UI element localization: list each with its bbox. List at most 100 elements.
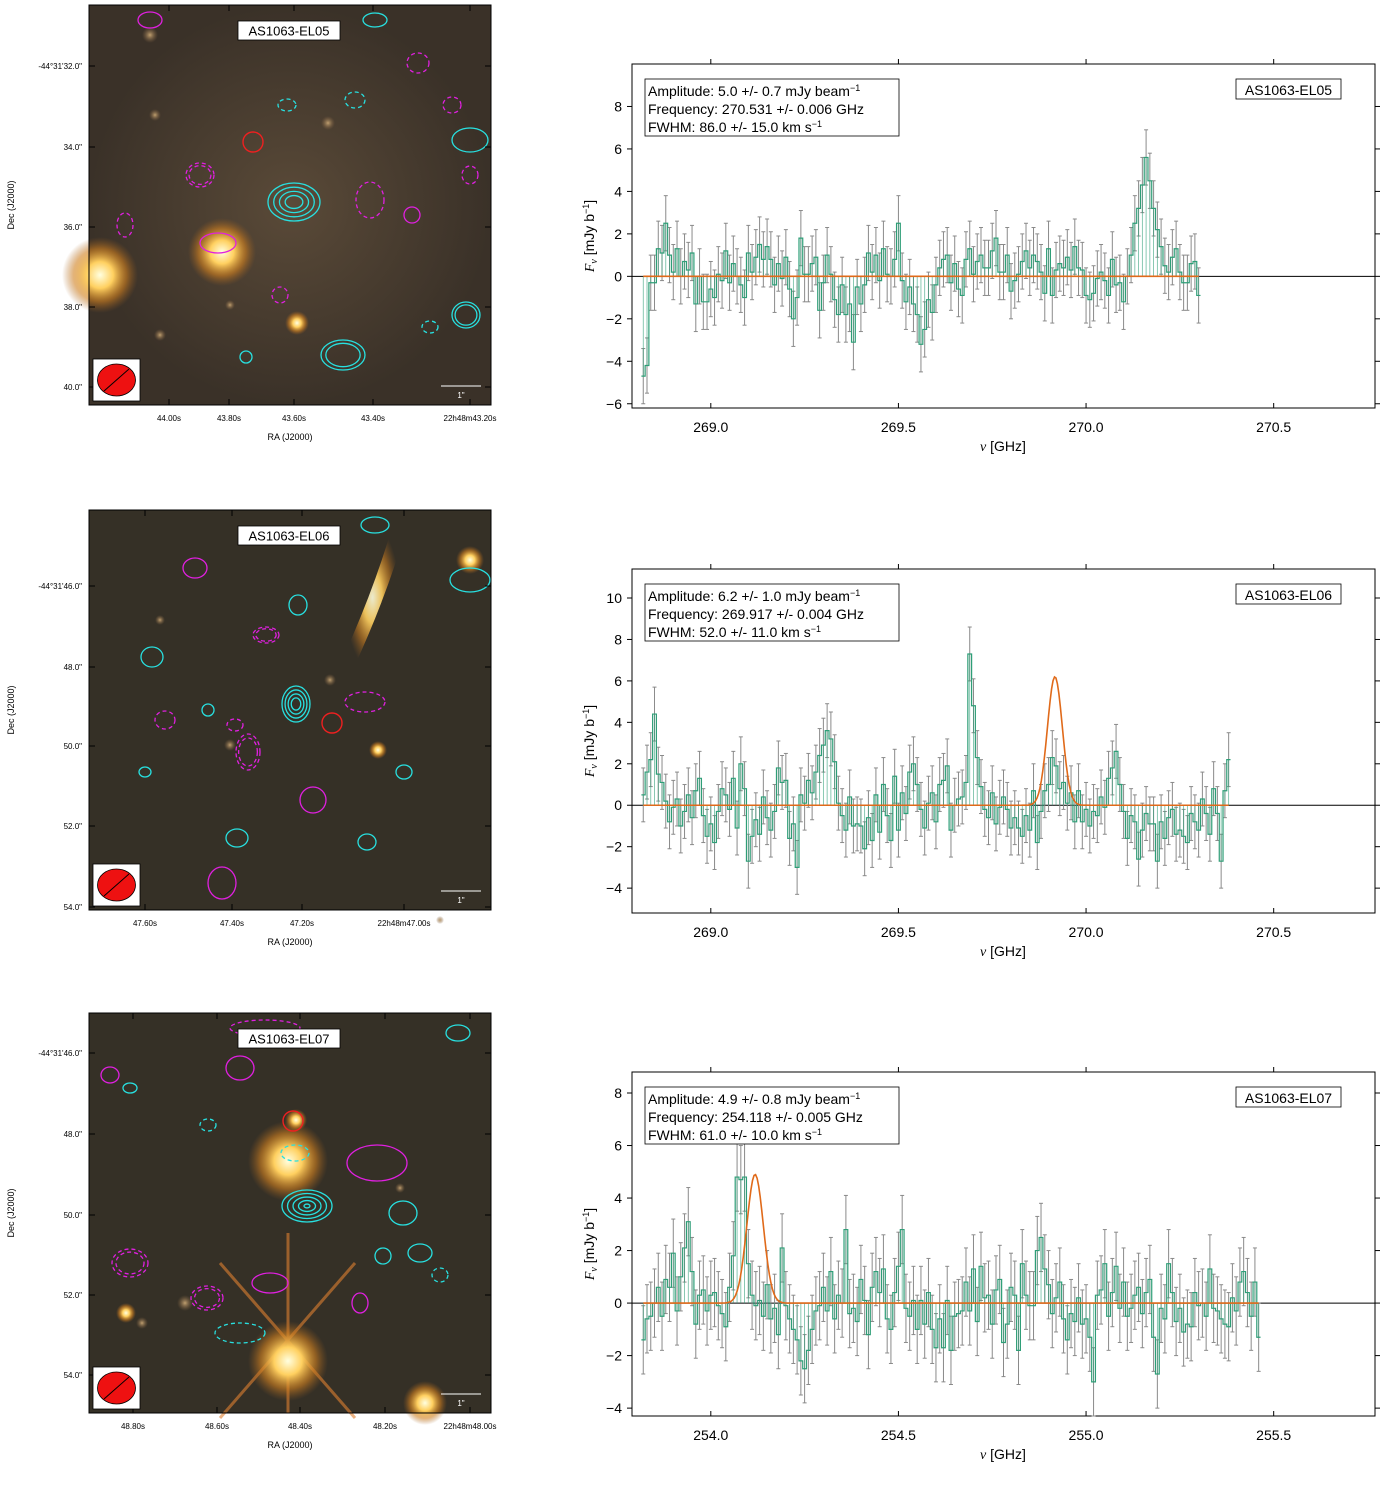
elongated-source: [338, 518, 407, 677]
scalebar-label: 1": [457, 896, 464, 905]
positive-contour: [140, 646, 164, 668]
image-ticks: [89, 510, 491, 910]
positive-contour: [325, 342, 361, 368]
image-sources: [62, 27, 335, 341]
negative-contour: [226, 718, 244, 732]
ra-tick-label: 48.40s: [288, 1422, 312, 1431]
y-tick-label: 6: [614, 673, 622, 689]
positive-contour: [281, 1189, 333, 1223]
source-blob: [62, 237, 138, 313]
negative-contour: [255, 628, 277, 642]
x-tick-label: 255.0: [1069, 1427, 1104, 1443]
spectrum-label-box: [1235, 583, 1342, 605]
y-tick-label: 2: [614, 1243, 622, 1259]
y-tick-label: 8: [614, 1085, 622, 1101]
y-tick-label: 2: [614, 226, 622, 242]
ra-tick-label: 22h48m47.00s: [378, 919, 431, 928]
bright-star: [248, 1321, 328, 1401]
x-tick-label: 270.5: [1256, 924, 1291, 940]
gaussian-fit: [643, 675, 1229, 807]
negative-contour: [225, 1055, 255, 1081]
source-blob: [177, 1295, 193, 1311]
source-blob: [116, 1303, 136, 1323]
image-label: AS1063-EL06: [249, 529, 330, 544]
ra-tick-label: 47.60s: [133, 919, 157, 928]
ra-tick-label: 22h48m48.00s: [444, 1422, 497, 1431]
source-blob: [456, 546, 484, 574]
negative-contour: [237, 737, 259, 767]
ra-tick-label: 48.60s: [205, 1422, 229, 1431]
negative-contour: [346, 1144, 408, 1182]
positive-contour: [138, 766, 152, 778]
y-tick-label: 0: [614, 797, 622, 813]
spectrum-panel: 269.0 269.5 270.0 270.5 −6 −4 −2 0 2 4 6 8 Amplitud…: [581, 59, 1380, 455]
negative-contour: [199, 232, 237, 254]
image-sources: [116, 1109, 447, 1425]
positive-contour: [374, 1247, 392, 1265]
spectrum-plot: [632, 626, 1375, 895]
positive-contour: [360, 516, 390, 534]
positive-contour: [287, 693, 305, 715]
image-x-axis-label: RA (J2000): [267, 937, 312, 947]
negative-contour: [251, 1272, 289, 1294]
source-blob: [324, 674, 336, 686]
spectrum-label-box: [1235, 78, 1342, 100]
positive-contour: [362, 12, 388, 28]
fit-text-box: [644, 78, 900, 137]
positive-contour: [357, 833, 377, 851]
negative-contour: [185, 162, 215, 188]
negative-contour: [207, 866, 237, 900]
spectrum-ticks: 254.0 254.5 255.0 255.5 −4 −2 0 2 4 6 8: [606, 1067, 1380, 1443]
dec-tick-label: 48.0": [64, 663, 83, 672]
positive-contour: [388, 1200, 418, 1226]
figure-svg: AS1063-EL07 1" -44°31'46.0" 48.0" 50.0" 52.…: [6, 1012, 1380, 1463]
negative-contour: [182, 557, 208, 579]
source-blob: [149, 109, 161, 121]
y-tick-label: 4: [614, 1190, 622, 1206]
fit-frequency: Frequency: 269.917 +/- 0.004 GHz: [648, 606, 864, 622]
y-tick-label: 8: [614, 98, 622, 114]
spectrum-line: [641, 1176, 1261, 1383]
positive-contour: [239, 350, 253, 364]
dec-tick-label: 40.0": [64, 383, 83, 392]
figure-row-2: AS1063-EL06 1" -44°31'46.0" 48.0" 50.0" 52.…: [0, 505, 1394, 985]
fit-amplitude: Amplitude: 6.2 +/- 1.0 mJy beam−1: [648, 588, 860, 604]
positive-contour: [421, 320, 439, 334]
image-y-axis-label: Dec (J2000): [6, 685, 16, 734]
source-blob: [395, 1183, 405, 1193]
source-blob: [248, 1121, 328, 1201]
y-tick-label: −2: [606, 311, 622, 327]
positive-contour: [286, 1192, 328, 1220]
y-tick-label: −6: [606, 396, 622, 412]
fit-frequency: Frequency: 254.118 +/- 0.005 GHz: [648, 1109, 863, 1125]
y-tick-label: 10: [606, 590, 622, 606]
spectrum-label-box: [1235, 1086, 1342, 1108]
x-tick-label: 270.0: [1069, 924, 1104, 940]
spectrum-x-axis-label: ν [GHz]: [980, 1446, 1026, 1463]
target-marker: [242, 131, 264, 153]
fit-results-box: Amplitude: 5.0 +/- 0.7 mJy beam−1 Freque…: [644, 78, 900, 137]
ra-tick-label: 43.80s: [217, 414, 241, 423]
positive-contour: [284, 194, 304, 210]
source-blob: [436, 916, 444, 924]
positive-contour: [292, 1196, 322, 1216]
contour-overlay: [138, 516, 491, 900]
fit-results-box: Amplitude: 4.9 +/- 0.8 mJy beam−1 Freque…: [644, 1086, 900, 1145]
y-tick-label: −2: [606, 1348, 622, 1364]
image-panel: AS1063-EL06 1" -44°31'46.0" 48.0" 50.0" 52.…: [6, 509, 492, 947]
fit-amplitude: Amplitude: 4.9 +/- 0.8 mJy beam−1: [648, 1091, 860, 1107]
positive-contour: [320, 339, 366, 371]
target-marker: [282, 1110, 304, 1132]
negative-contour: [116, 212, 134, 238]
image-y-axis-label: Dec (J2000): [6, 180, 16, 229]
dec-tick-label: -44°31'32.0": [38, 62, 82, 71]
negative-contour: [235, 733, 261, 771]
source-blob: [188, 218, 256, 286]
dec-tick-label: 52.0": [64, 1291, 83, 1300]
positive-contour: [395, 764, 413, 780]
dec-tick-label: 54.0": [64, 903, 83, 912]
negative-contour: [355, 181, 385, 219]
fit-text-box: [644, 583, 900, 642]
positive-contour: [225, 828, 249, 848]
negative-contour: [188, 164, 212, 186]
